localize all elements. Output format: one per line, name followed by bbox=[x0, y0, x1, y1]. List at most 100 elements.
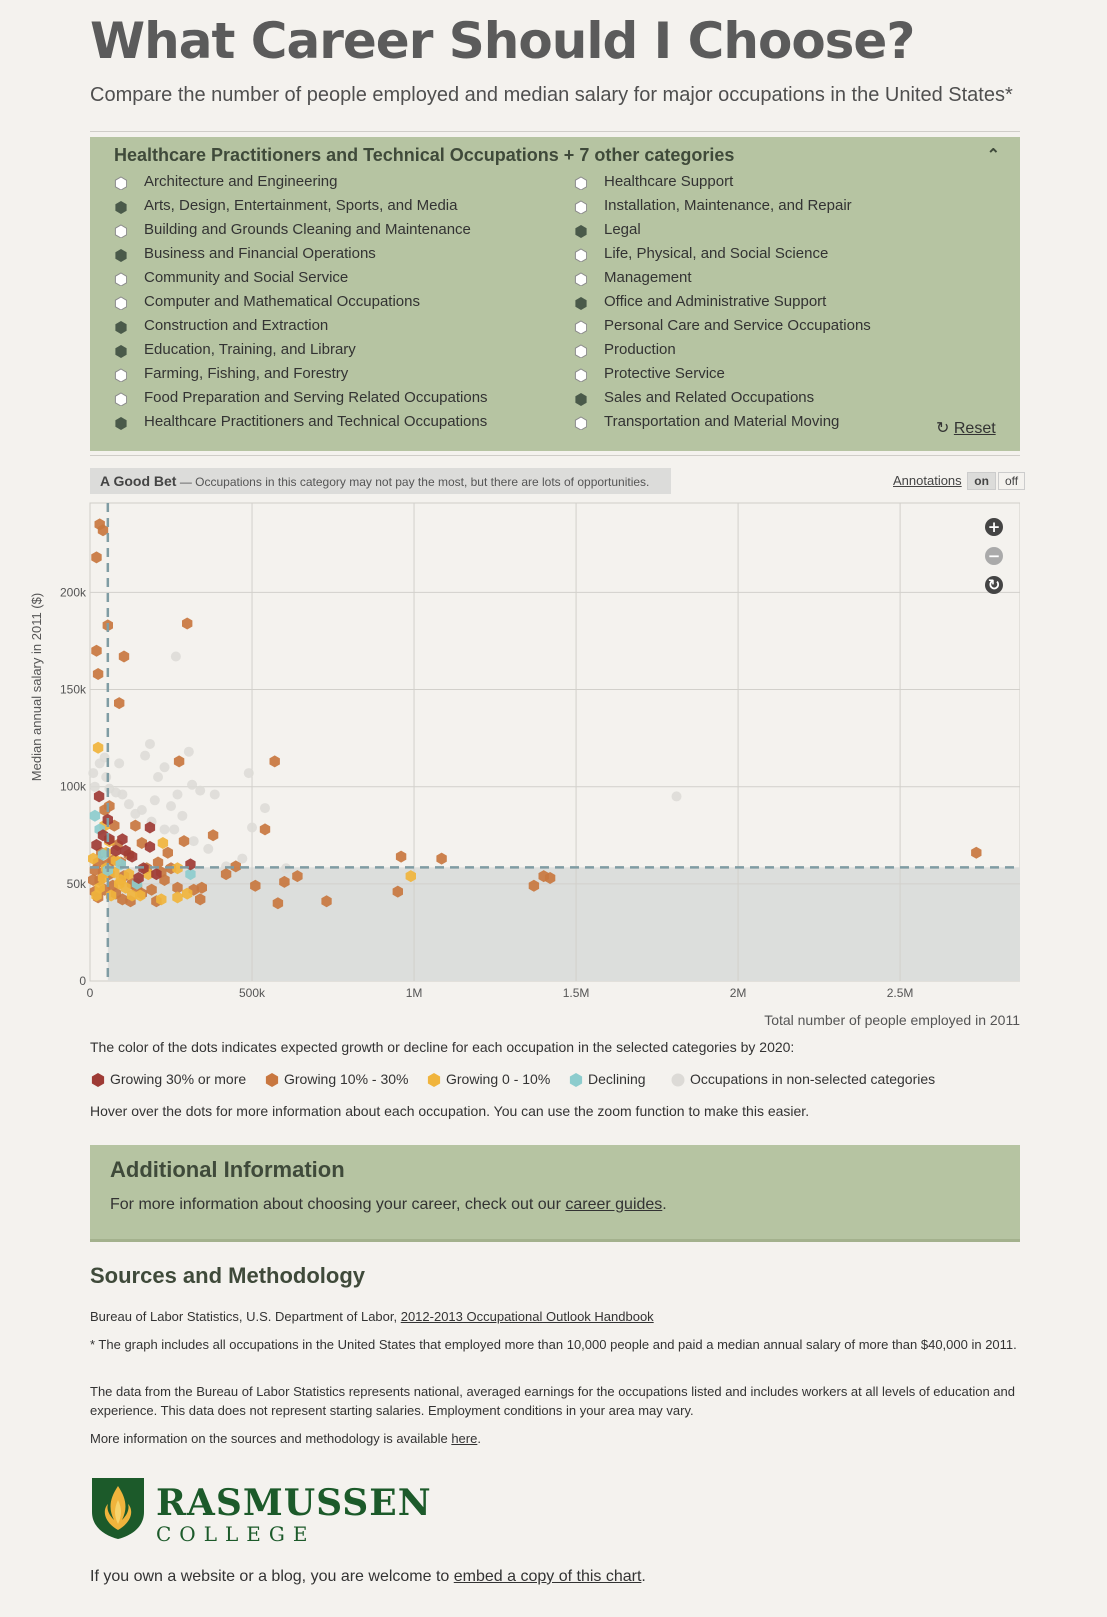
legend-label: Growing 10% - 30% bbox=[284, 1071, 409, 1087]
data-point-growing0[interactable] bbox=[123, 868, 135, 881]
data-point-growing10[interactable] bbox=[114, 697, 125, 710]
y-tick-label: 50k bbox=[67, 877, 87, 891]
annotations-link[interactable]: Annotations bbox=[893, 473, 962, 488]
data-point-growing0[interactable] bbox=[92, 741, 104, 754]
data-point-growing10[interactable] bbox=[136, 837, 147, 849]
category-label: Arts, Design, Entertainment, Sports, and… bbox=[144, 197, 458, 214]
sources-more: More information on the sources and meth… bbox=[90, 1431, 481, 1446]
data-point-growing10[interactable] bbox=[91, 551, 102, 564]
data-point-growing10[interactable] bbox=[152, 856, 164, 869]
data-point-growing10[interactable] bbox=[130, 819, 141, 832]
data-point-growing10[interactable] bbox=[321, 895, 332, 908]
y-tick-label: 0 bbox=[79, 974, 86, 988]
data-point-growing10[interactable] bbox=[279, 875, 290, 888]
data-point-growing0[interactable] bbox=[157, 837, 169, 849]
reset-icon: ↻ bbox=[936, 420, 950, 437]
y-tick-label: 150k bbox=[60, 683, 87, 697]
data-point-growing10[interactable] bbox=[172, 881, 183, 894]
hex-empty-icon bbox=[574, 200, 587, 214]
category-label: Life, Physical, and Social Science bbox=[604, 245, 829, 262]
embed-link[interactable]: embed a copy of this chart bbox=[453, 1568, 642, 1585]
data-point-growing30[interactable] bbox=[93, 790, 105, 803]
hex-empty-icon bbox=[574, 368, 587, 382]
data-point-growing10[interactable] bbox=[207, 829, 219, 842]
data-point-growing10[interactable] bbox=[392, 885, 403, 898]
methodology-link[interactable]: here bbox=[451, 1431, 478, 1446]
hex-empty-icon bbox=[574, 176, 587, 190]
data-point-nonselected bbox=[188, 836, 199, 847]
data-point-declining[interactable] bbox=[89, 809, 101, 822]
data-point-growing0[interactable] bbox=[114, 877, 125, 890]
data-point-growing10[interactable] bbox=[528, 879, 540, 892]
hex-empty-icon bbox=[114, 224, 127, 238]
data-point-growing10[interactable] bbox=[220, 868, 232, 881]
data-point-growing0[interactable] bbox=[172, 862, 183, 875]
data-point-growing0[interactable] bbox=[88, 852, 99, 865]
data-point-declining[interactable] bbox=[185, 868, 196, 881]
data-point-growing10[interactable] bbox=[173, 755, 185, 768]
data-point-growing10[interactable] bbox=[92, 668, 104, 680]
data-point-growing30[interactable] bbox=[110, 844, 122, 857]
data-point-growing0[interactable] bbox=[405, 870, 416, 883]
category-label: Community and Social Service bbox=[144, 269, 349, 286]
scatter-chart[interactable]: 0 500k 1M 1.5M 2M 2.5M 0 50k 100k 150k 200k Total n… bbox=[20, 495, 1020, 1030]
data-point-growing30[interactable] bbox=[91, 839, 102, 851]
category-label: Business and Financial Operations bbox=[144, 245, 376, 262]
annotations-on-button[interactable]: on bbox=[967, 472, 996, 490]
additional-info-panel: Additional Information For more informat… bbox=[90, 1145, 1020, 1242]
data-point-growing10[interactable] bbox=[118, 650, 130, 663]
data-point-growing30[interactable] bbox=[120, 844, 131, 857]
category-label: Personal Care and Service Occupations bbox=[604, 317, 871, 334]
data-point-growing30[interactable] bbox=[117, 833, 128, 846]
data-point-growing10[interactable] bbox=[971, 846, 982, 859]
data-point-declining[interactable] bbox=[97, 848, 109, 861]
data-point-growing0[interactable] bbox=[126, 889, 138, 902]
data-point-growing10[interactable] bbox=[178, 835, 190, 848]
data-point-growing10[interactable] bbox=[395, 850, 407, 863]
data-point-growing10[interactable] bbox=[292, 870, 303, 883]
embed-text: If you own a website or a blog, you are … bbox=[90, 1568, 646, 1585]
data-point-growing0[interactable] bbox=[91, 889, 102, 902]
reset-zoom-icon[interactable]: ↻ bbox=[985, 576, 1003, 594]
zoom-out-icon[interactable]: − bbox=[985, 547, 1003, 565]
data-point-growing10[interactable] bbox=[182, 617, 193, 630]
reset-button[interactable]: ↻ Reset bbox=[936, 420, 996, 437]
data-point-growing10[interactable] bbox=[146, 883, 157, 896]
data-point-growing0[interactable] bbox=[97, 872, 109, 884]
data-point-growing30[interactable] bbox=[144, 821, 156, 834]
data-point-growing0[interactable] bbox=[156, 893, 167, 906]
zoom-in-icon[interactable]: + bbox=[985, 518, 1003, 536]
data-point-growing10[interactable] bbox=[544, 872, 556, 884]
data-point-growing10[interactable] bbox=[97, 524, 109, 537]
data-point-growing10[interactable] bbox=[269, 755, 280, 768]
category-label: Farming, Fishing, and Forestry bbox=[144, 365, 349, 382]
handbook-link[interactable]: 2012-2013 Occupational Outlook Handbook bbox=[400, 1309, 654, 1324]
data-point-growing10[interactable] bbox=[230, 860, 241, 873]
data-point-growing10[interactable] bbox=[272, 897, 284, 910]
data-point-growing10[interactable] bbox=[259, 823, 271, 836]
data-point-growing0[interactable] bbox=[172, 891, 183, 904]
annotations-off-button[interactable]: off bbox=[997, 472, 1026, 490]
data-point-growing0[interactable] bbox=[182, 887, 193, 900]
data-point-growing10[interactable] bbox=[196, 881, 207, 894]
data-point-growing10[interactable] bbox=[436, 852, 447, 865]
data-point-growing10[interactable] bbox=[250, 879, 261, 892]
data-point-growing30[interactable] bbox=[151, 868, 162, 881]
sources-citation: Bureau of Labor Statistics, U.S. Departm… bbox=[90, 1309, 654, 1324]
hex-empty-icon bbox=[574, 344, 587, 358]
hex-empty-icon bbox=[574, 320, 587, 334]
data-point-growing0[interactable] bbox=[135, 889, 146, 902]
data-point-growing30[interactable] bbox=[133, 872, 144, 884]
data-point-growing10[interactable] bbox=[162, 846, 173, 859]
data-point-growing10[interactable] bbox=[91, 644, 102, 657]
category-label: Management bbox=[604, 269, 692, 286]
page-title: What Career Should I Choose? bbox=[90, 12, 915, 70]
data-point-growing10[interactable] bbox=[195, 893, 206, 906]
data-point-growing10[interactable] bbox=[159, 874, 170, 886]
rasmussen-logo[interactable]: RASMUSSEN COLLEGE bbox=[90, 1476, 431, 1546]
career-guides-link[interactable]: career guides bbox=[565, 1196, 663, 1213]
hex-empty-icon bbox=[114, 392, 127, 406]
chevron-up-icon[interactable]: ⌃ bbox=[986, 147, 1000, 164]
data-point-growing30[interactable] bbox=[144, 840, 156, 853]
category-filter-title[interactable]: Healthcare Practitioners and Technical O… bbox=[114, 145, 735, 165]
